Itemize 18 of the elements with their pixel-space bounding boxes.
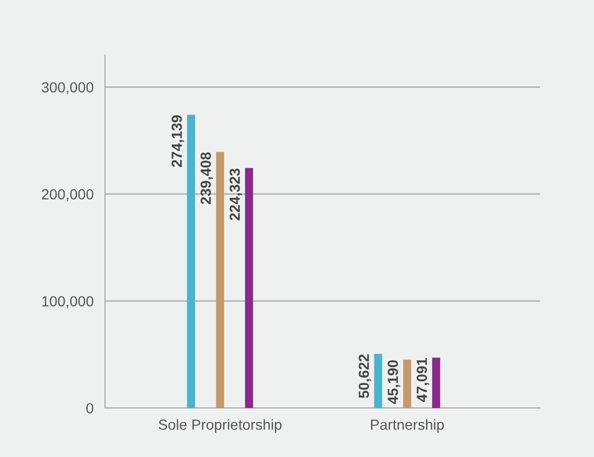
data-label: 239,408 [200,152,214,204]
data-label: 47,091 [416,358,430,402]
bar [187,114,196,408]
data-label: 45,190 [388,360,400,404]
x-tick-label: Partnership [371,419,444,433]
y-tick-label: 0 [86,403,94,414]
y-tick-label: 200,000 [42,189,94,202]
data-label: 274,139 [172,115,184,167]
bar [374,354,382,408]
bar [432,358,440,408]
y-tick-label: 100,000 [42,296,94,308]
data-label: 50,622 [358,354,372,398]
data-label: 224,323 [230,168,242,220]
bar [216,152,224,408]
y-tick-label: 300,000 [42,82,94,94]
bar [403,360,412,408]
x-tick-label: Sole Proprietorship [158,419,282,433]
bar [245,168,254,408]
